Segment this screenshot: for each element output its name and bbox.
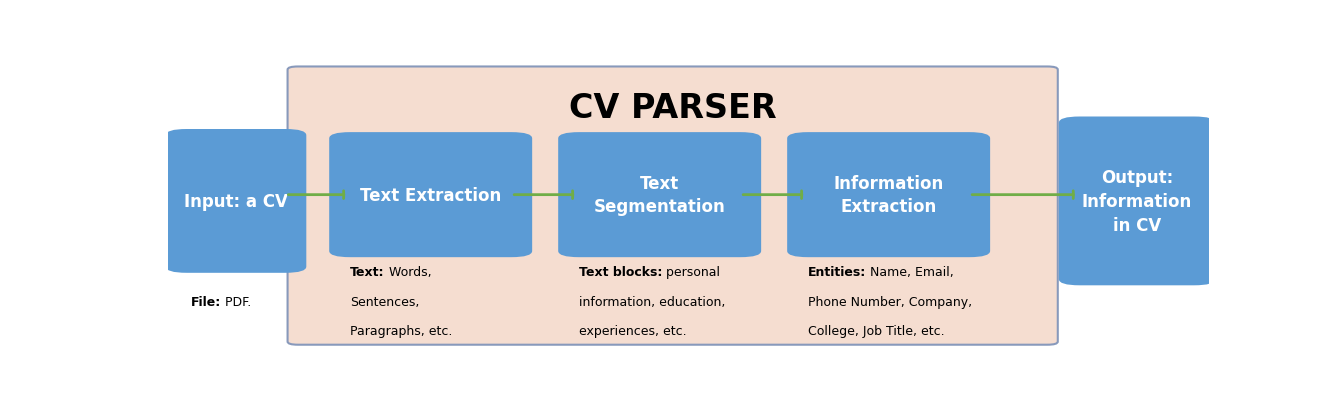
Text: information, education,: information, education, bbox=[579, 295, 725, 308]
Text: Words,: Words, bbox=[384, 265, 431, 278]
Text: CV PARSER: CV PARSER bbox=[569, 92, 776, 125]
Text: Output:
Information
in CV: Output: Information in CV bbox=[1081, 169, 1193, 234]
Text: PDF.: PDF. bbox=[222, 295, 251, 308]
Text: Input: a CV: Input: a CV bbox=[184, 192, 287, 210]
FancyBboxPatch shape bbox=[559, 133, 761, 258]
Text: Text:: Text: bbox=[351, 265, 384, 278]
Text: personal: personal bbox=[662, 265, 720, 278]
Text: Sentences,: Sentences, bbox=[351, 295, 419, 308]
Text: Information
Extraction: Information Extraction bbox=[834, 175, 944, 216]
Text: experiences, etc.: experiences, etc. bbox=[579, 324, 686, 337]
FancyBboxPatch shape bbox=[287, 67, 1058, 345]
Text: Text Extraction: Text Extraction bbox=[360, 186, 501, 204]
Text: Paragraphs, etc.: Paragraphs, etc. bbox=[351, 324, 453, 337]
Text: File:: File: bbox=[191, 295, 222, 308]
FancyBboxPatch shape bbox=[165, 130, 306, 273]
FancyBboxPatch shape bbox=[787, 133, 990, 258]
Text: Phone Number, Company,: Phone Number, Company, bbox=[808, 295, 972, 308]
Text: Name, Email,: Name, Email, bbox=[866, 265, 954, 278]
Text: Text
Segmentation: Text Segmentation bbox=[594, 175, 725, 216]
FancyBboxPatch shape bbox=[329, 133, 532, 258]
Text: College, Job Title, etc.: College, Job Title, etc. bbox=[808, 324, 944, 337]
Text: Entities:: Entities: bbox=[808, 265, 866, 278]
Text: Text blocks:: Text blocks: bbox=[579, 265, 662, 278]
FancyBboxPatch shape bbox=[1058, 117, 1215, 286]
